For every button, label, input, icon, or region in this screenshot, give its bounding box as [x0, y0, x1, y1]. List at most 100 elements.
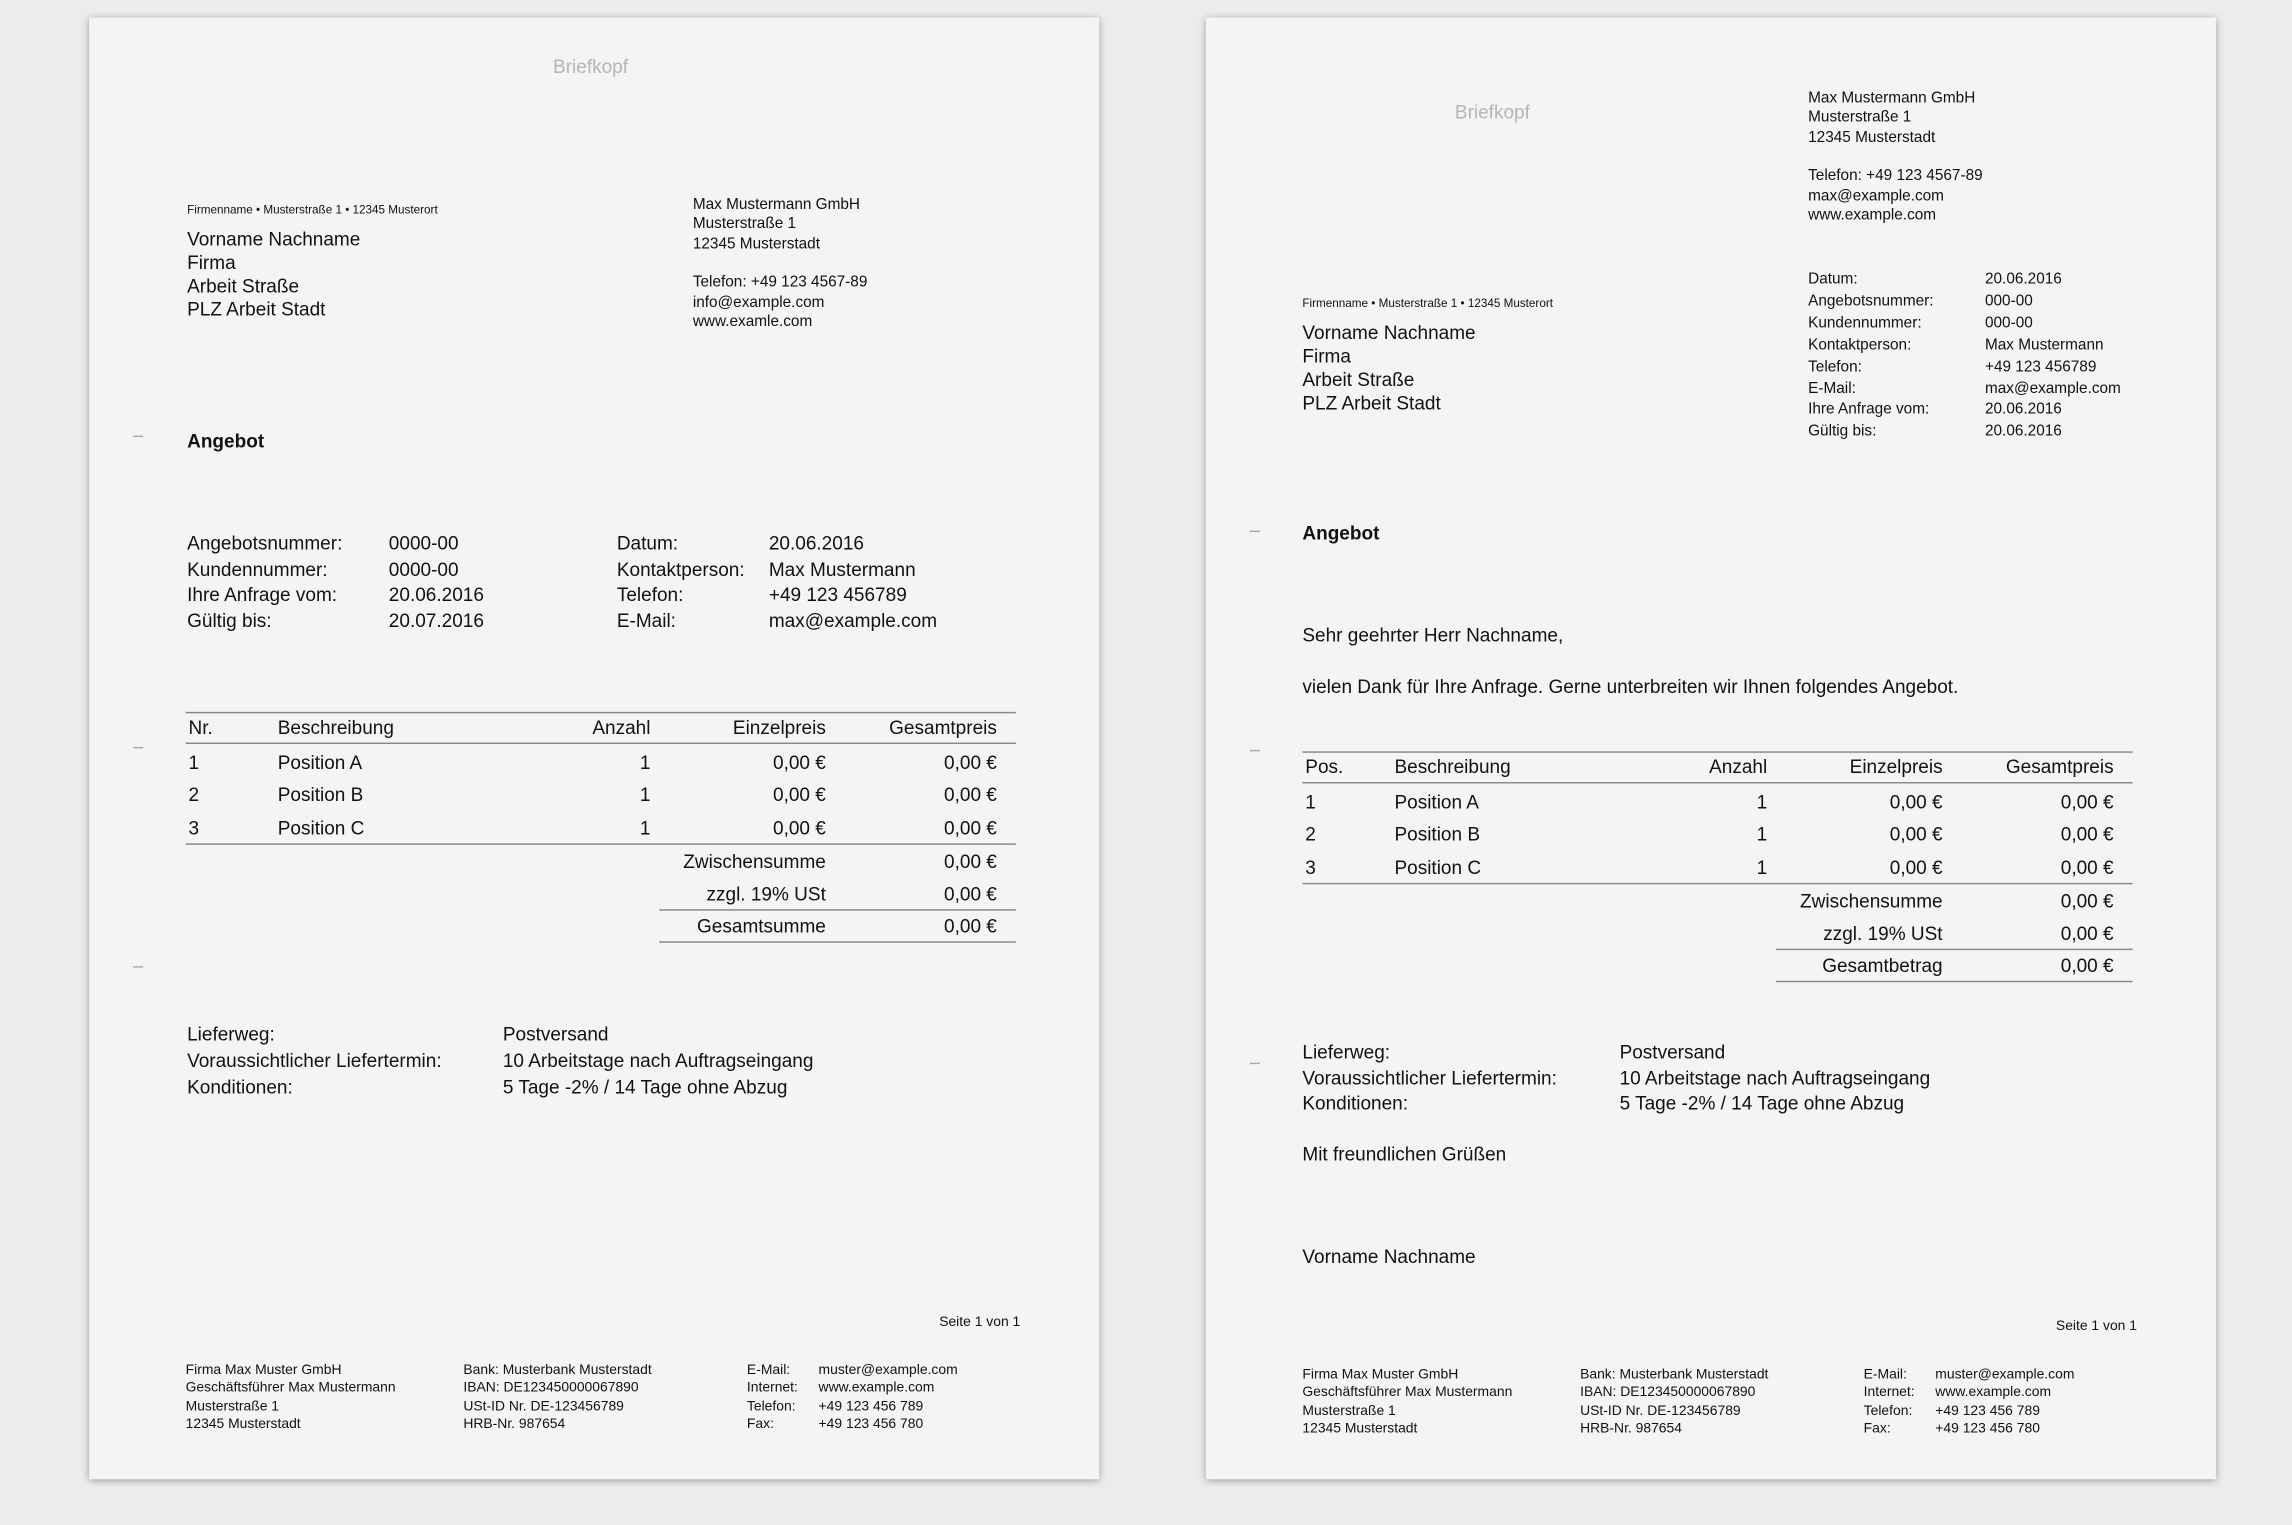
info-label: Ihre Anfrage vom: [1808, 401, 1930, 419]
footer-contact-label: Internet: [1863, 1384, 1915, 1401]
fold-mark [133, 435, 144, 438]
table-cell: 0,00 € [2060, 823, 2114, 846]
summary-label: zzgl. 19% USt [1823, 922, 1943, 945]
footer-contact-label: Fax: [1863, 1420, 1891, 1437]
table-cell: 2 [1305, 823, 1316, 846]
company-line: www.examle.com [692, 312, 813, 331]
footer-bank-line: Bank: Musterbank Musterstadt [1580, 1366, 1769, 1383]
table-cell: Position B [1394, 823, 1481, 846]
company-line: Musterstraße 1 [1808, 108, 1912, 127]
summary-label: Zwischensumme [1800, 890, 1943, 913]
footer-contact-value: +49 123 456 780 [1935, 1420, 2040, 1437]
summary-value: 0,00 € [2060, 922, 2114, 945]
info-label: Angebotsnummer: [187, 532, 343, 554]
table-header: Gesamtpreis [889, 716, 997, 739]
info-value: 000-00 [1984, 292, 2033, 310]
info-value: 20.06.2016 [388, 583, 484, 606]
company-line: Telefon: +49 123 4567-89 [692, 273, 868, 292]
table-cell: 3 [188, 816, 200, 839]
table-cell: 1 [1305, 790, 1316, 813]
footer-bank-line: HRB-Nr. 987654 [463, 1416, 566, 1433]
info-label: Datum: [1808, 270, 1858, 288]
info-value: 0000-00 [388, 532, 459, 554]
table-cell: 1 [639, 783, 651, 806]
footer-contact-label: E-Mail: [1863, 1366, 1907, 1383]
recipient-line: Arbeit Straße [1302, 368, 1415, 391]
recipient-line: PLZ Arbeit Stadt [187, 298, 326, 321]
company-line: 12345 Musterstadt [692, 234, 820, 253]
info-label: Ihre Anfrage vom: [187, 583, 338, 606]
table-cell: Position C [277, 816, 365, 839]
footer-bank-line: USt-ID Nr. DE-123456789 [1580, 1402, 1741, 1419]
closing: Mit freundlichen Grüßen [1302, 1143, 1507, 1165]
delivery-label: Lieferweg: [1302, 1040, 1391, 1063]
table-header: Pos. [1305, 755, 1344, 778]
company-line: max@example.com [1808, 186, 1944, 204]
table-cell: 0,00 € [944, 816, 997, 839]
company-line: 12345 Musterstadt [1808, 128, 1936, 146]
footer-company-line: Musterstraße 1 [1302, 1402, 1396, 1419]
page-number: Seite 1 von 1 [2055, 1318, 2138, 1335]
table-cell: 0,00 € [2060, 790, 2114, 813]
info-value: +49 123 456789 [1984, 357, 2097, 376]
delivery-value: Postversand [502, 1023, 609, 1046]
page-number: Seite 1 von 1 [939, 1314, 1021, 1331]
footer-company-line: 12345 Musterstadt [185, 1416, 301, 1433]
table-cell: 0,00 € [773, 816, 826, 839]
footer-bank-line: IBAN: DE123450000067890 [463, 1380, 639, 1397]
fold-mark [133, 746, 144, 749]
delivery-label: Konditionen: [187, 1075, 293, 1098]
footer-contact-label: Telefon: [1863, 1402, 1913, 1419]
table-rule [1302, 782, 2133, 784]
recipient-line: Arbeit Straße [187, 274, 300, 297]
summary-label: Gesamtbetrag [1822, 954, 1943, 977]
recipient-line: PLZ Arbeit Stadt [1302, 391, 1441, 414]
footer-contact-label: Telefon: [746, 1398, 796, 1415]
company-line: info@example.com [692, 293, 825, 311]
company-line: Telefon: +49 123 4567-89 [1808, 166, 1983, 185]
info-label: Kundennummer: [187, 557, 328, 580]
info-label: Kontaktperson: [1808, 335, 1912, 354]
table-cell: 0,00 € [773, 783, 826, 806]
delivery-value: Postversand [1619, 1040, 1726, 1063]
table-cell: 1 [1756, 790, 1768, 813]
signature-name: Vorname Nachname [1302, 1245, 1476, 1268]
footer-contact-value: www.example.com [818, 1380, 935, 1397]
table-cell: Position C [1394, 855, 1482, 878]
intro-text: vielen Dank für Ihre Anfrage. Gerne unte… [1302, 675, 1959, 698]
table-header: Einzelpreis [732, 716, 826, 739]
table-header: Anzahl [592, 716, 651, 739]
table-header: Einzelpreis [1849, 755, 1943, 778]
delivery-value: 10 Arbeitstage nach Auftragseingang [502, 1049, 814, 1072]
table-cell: 3 [1305, 855, 1316, 878]
info-label: Angebotsnummer: [1808, 292, 1934, 310]
info-label: Kundennummer: [1808, 313, 1922, 332]
summary-label: Gesamtsumme [697, 915, 826, 937]
footer-contact-value: www.example.com [1935, 1384, 2052, 1401]
footer-bank-line: IBAN: DE123450000067890 [1580, 1384, 1756, 1401]
footer-contact-label: E-Mail: [746, 1362, 791, 1379]
table-rule [185, 711, 1016, 714]
table-rule [659, 909, 1016, 911]
sender-return-line: Firmenname • Musterstraße 1 • 12345 Must… [1302, 296, 1553, 310]
delivery-label: Lieferweg: [187, 1023, 275, 1046]
info-value: 20.06.2016 [1984, 401, 2062, 419]
delivery-value: 5 Tage -2% / 14 Tage ohne Abzug [1619, 1091, 1905, 1114]
table-cell: Position A [1394, 790, 1479, 813]
fold-mark [1249, 530, 1260, 533]
letterhead-placeholder: Briefkopf [553, 55, 629, 78]
summary-value: 0,00 € [944, 850, 997, 873]
offer-page-variant-1: Briefkopf Firmenname • Musterstraße 1 • 1… [89, 17, 1100, 1480]
info-value: max@example.com [1984, 379, 2121, 397]
fold-mark [133, 966, 144, 968]
salutation: Sehr geehrter Herr Nachname, [1302, 624, 1564, 647]
table-rule [1302, 751, 2133, 753]
summary-label: zzgl. 19% USt [706, 882, 826, 905]
footer-contact-label: Internet: [746, 1380, 798, 1397]
info-label: Telefon: [1808, 357, 1862, 376]
footer-contact-label: Fax: [746, 1416, 774, 1433]
company-line: Max Mustermann GmbH [1808, 89, 1976, 107]
table-cell: 0,00 € [944, 783, 997, 806]
table-cell: 1 [1756, 855, 1768, 878]
table-header: Gesamtpreis [2005, 755, 2114, 778]
